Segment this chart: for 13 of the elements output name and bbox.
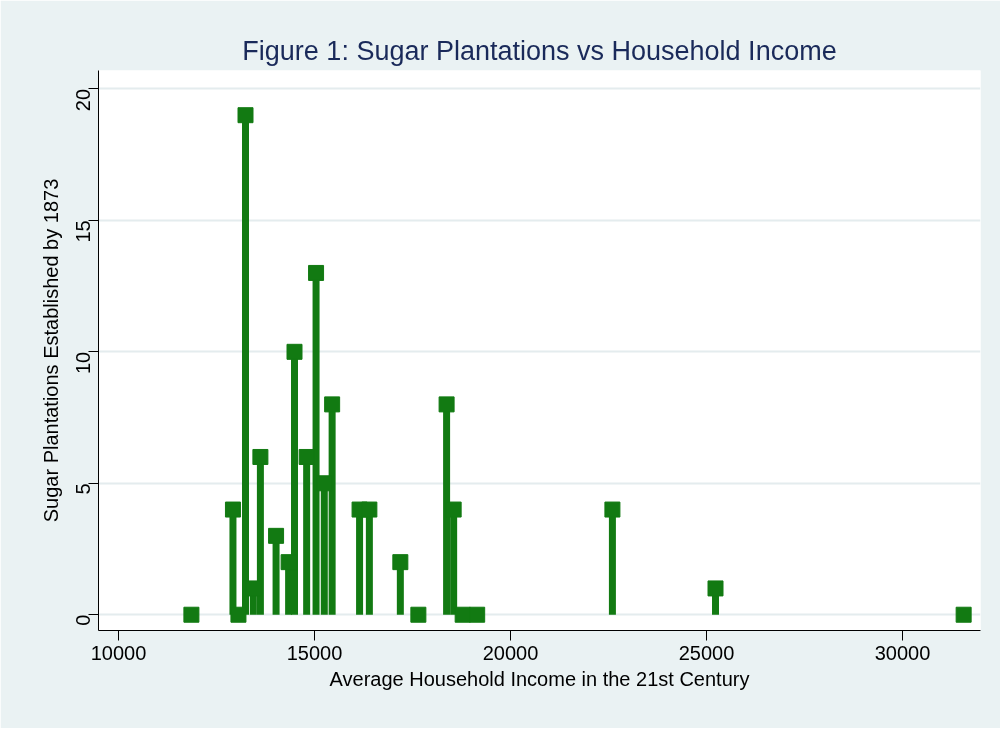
- y-tick-label: 15: [72, 220, 95, 243]
- x-axis-title: Average Household Income in the 21st Century: [329, 667, 750, 690]
- y-tick-label: 0: [72, 614, 95, 626]
- y-axis-title: Sugar Plantations Established by 1873: [39, 178, 62, 523]
- chart-title: Figure 1: Sugar Plantations vs Household Income: [242, 35, 837, 66]
- y-tick-label: 10: [72, 351, 95, 375]
- y-tick-label: 20: [72, 88, 95, 112]
- x-tick-label: 10000: [90, 641, 147, 664]
- y-tick-label: 5: [72, 483, 95, 495]
- x-tick-label: 30000: [874, 641, 931, 664]
- x-tick-label: 25000: [678, 641, 735, 664]
- x-tick-label: 15000: [286, 641, 343, 664]
- x-tick-label: 20000: [482, 641, 539, 664]
